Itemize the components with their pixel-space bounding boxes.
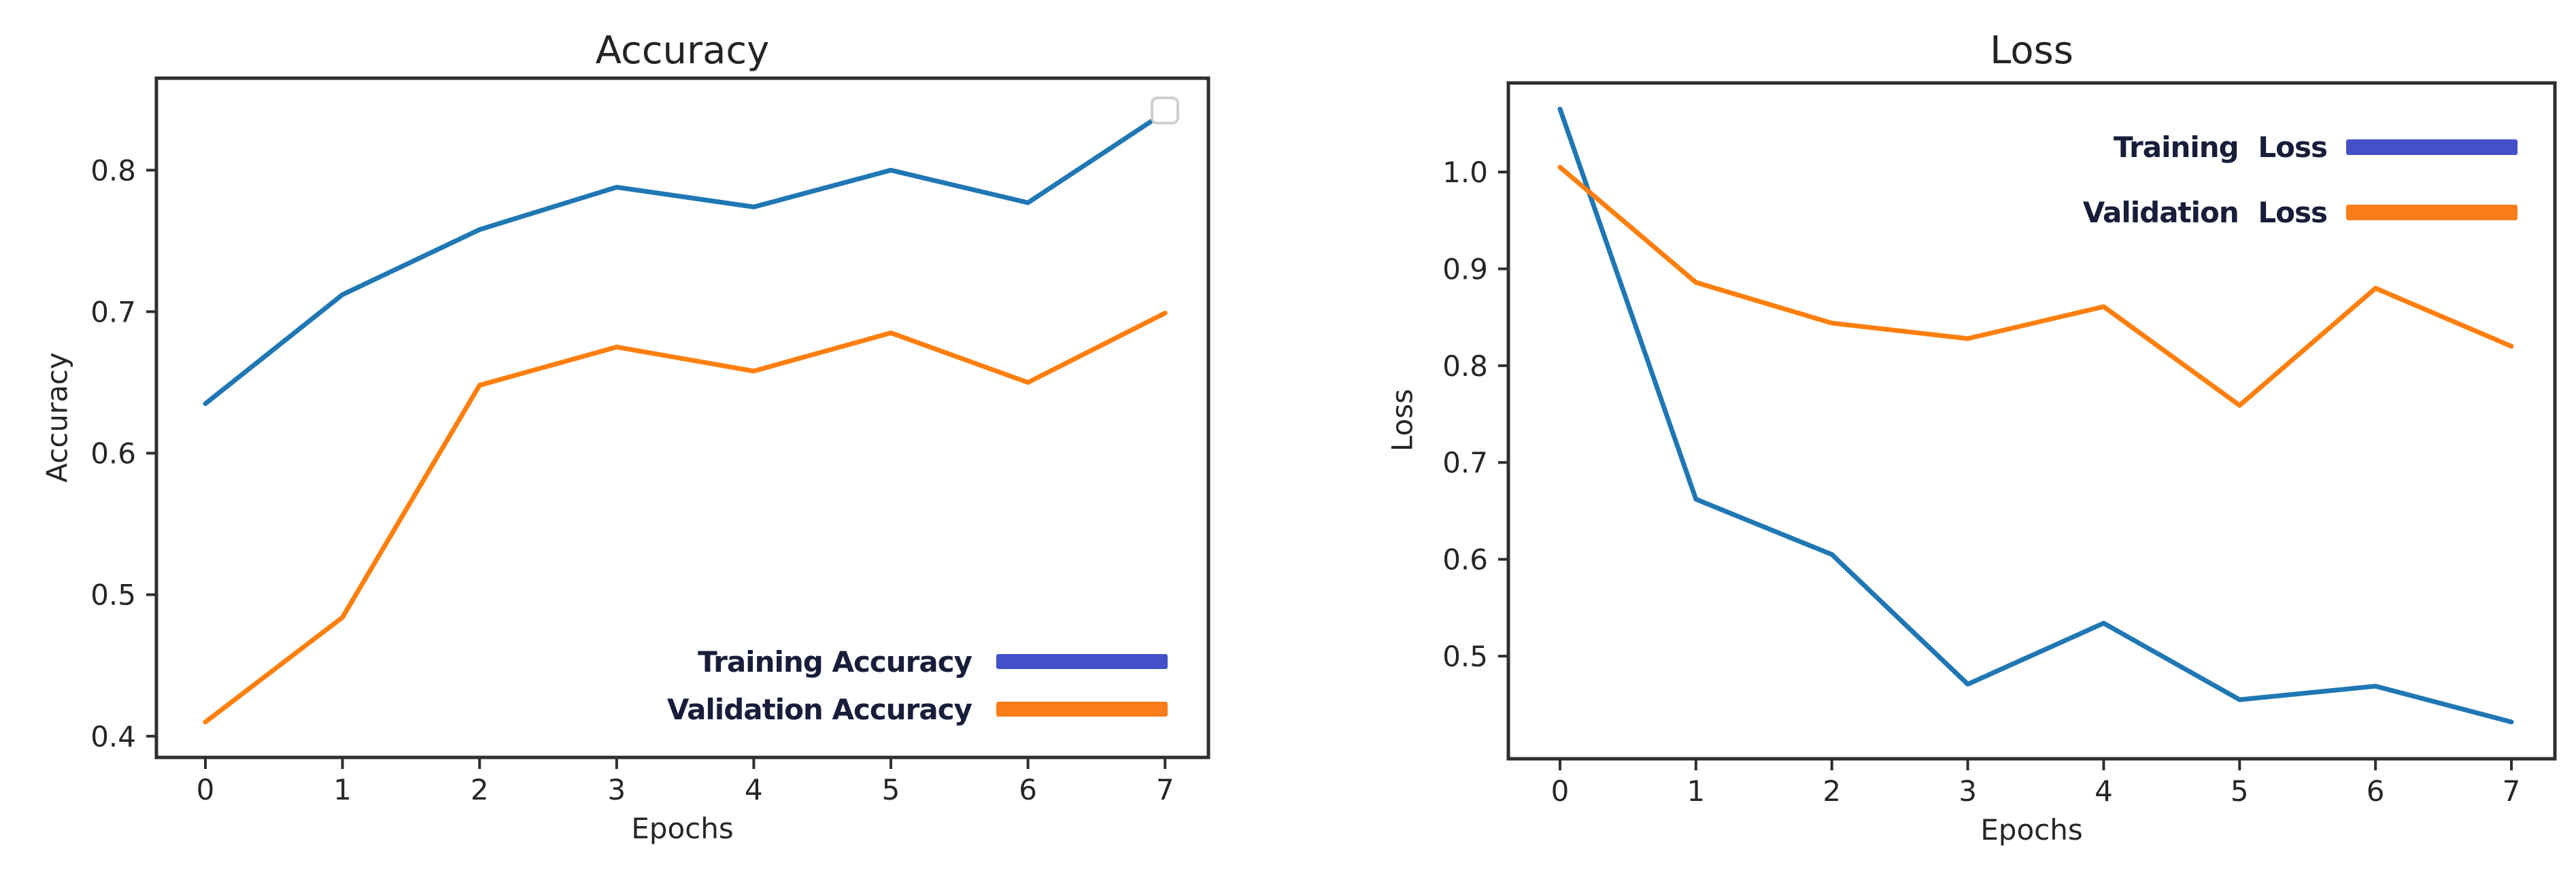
accuracy-chart: 0 1 2 3 4 5 6 7 0.4 0.5 0.6 0.7 0.8 Accuracy Accurac… [40, 29, 1210, 845]
chart-title: Loss [1990, 29, 2073, 73]
accuracy-chart-canvas: 0 1 2 3 4 5 6 7 0.4 0.5 0.6 0.7 0.8 [90, 76, 1210, 806]
svg-text:0.5: 0.5 [1442, 640, 1488, 673]
chart-title: Accuracy [595, 29, 770, 73]
svg-text:1.0: 1.0 [1442, 156, 1488, 189]
legend-row: Training Loss [2083, 114, 2518, 179]
svg-text:0.6: 0.6 [1442, 543, 1488, 577]
svg-text:2: 2 [1823, 774, 1841, 808]
svg-text:0.8: 0.8 [1442, 349, 1488, 383]
svg-text:3: 3 [607, 773, 626, 806]
svg-text:7: 7 [2503, 774, 2521, 808]
svg-text:0.5: 0.5 [90, 579, 136, 612]
svg-text:0.6: 0.6 [90, 437, 136, 470]
legend: Training Loss Validation Loss [2083, 114, 2518, 245]
legend-label: Training Accuracy [698, 645, 972, 679]
legend-label: Validation Loss [2082, 195, 2328, 229]
svg-text:0: 0 [1551, 774, 1570, 808]
svg-text:4: 4 [2095, 774, 2113, 808]
svg-text:4: 4 [745, 773, 763, 806]
legend-swatch-training [996, 654, 1168, 669]
loss-chart: 0 1 2 3 4 5 6 7 0.5 0.6 0.7 0.8 0.9 1.0 Loss Loss Epo… [1288, 0, 2576, 873]
svg-text:0.7: 0.7 [1442, 446, 1488, 479]
legend-row: Validation Accuracy [667, 685, 1168, 733]
x-axis-label: Epochs [631, 812, 734, 845]
svg-text:3: 3 [1959, 774, 1977, 808]
legend: Training Accuracy Validation Accuracy [667, 638, 1168, 733]
svg-text:0.7: 0.7 [90, 295, 136, 328]
y-axis-label: Accuracy [40, 352, 74, 483]
svg-text:1: 1 [1687, 774, 1705, 808]
legend-label: Training Loss [2114, 130, 2328, 164]
svg-text:0.4: 0.4 [90, 720, 136, 753]
svg-text:2: 2 [471, 773, 489, 806]
legend-row: Validation Loss [2083, 179, 2518, 245]
svg-text:0: 0 [197, 773, 215, 806]
y-axis-label: Loss [1385, 388, 1419, 452]
svg-text:5: 5 [882, 773, 900, 806]
legend-label: Validation Accuracy [666, 692, 972, 726]
svg-text:6: 6 [1019, 773, 1037, 806]
legend-swatch-validation [2346, 204, 2518, 220]
legend-swatch-validation [996, 702, 1168, 717]
svg-text:0.8: 0.8 [90, 154, 136, 187]
svg-text:6: 6 [2367, 774, 2385, 808]
legend-swatch-training [2346, 139, 2518, 155]
svg-text:5: 5 [2231, 774, 2249, 808]
loss-chart-canvas: 0 1 2 3 4 5 6 7 0.5 0.6 0.7 0.8 0.9 1.0 [1442, 81, 2557, 808]
svg-text:1: 1 [333, 773, 352, 806]
x-axis-label: Epochs [1980, 813, 2083, 846]
legend-row: Training Accuracy [667, 638, 1168, 685]
empty-legend-box [1151, 97, 1179, 124]
svg-text:0.9: 0.9 [1442, 252, 1488, 286]
svg-text:7: 7 [1156, 773, 1174, 806]
